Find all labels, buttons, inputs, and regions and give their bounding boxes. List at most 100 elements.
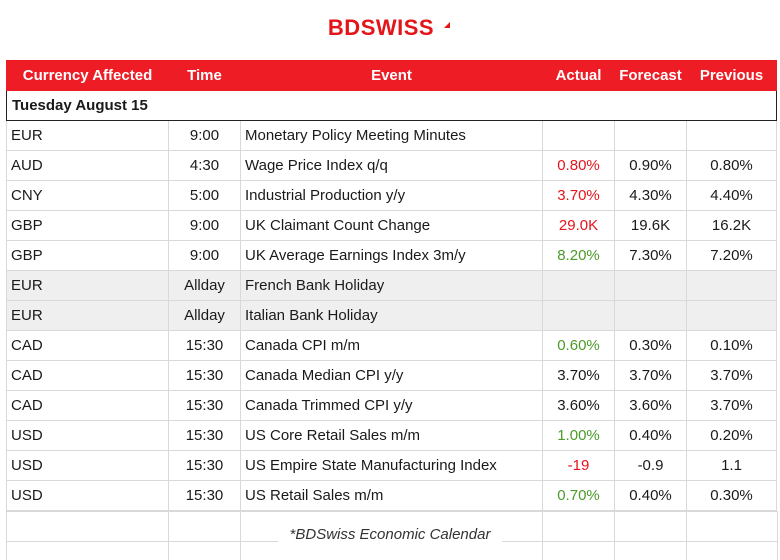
cell-time: Allday	[168, 270, 241, 301]
cell-actual: 0.60%	[542, 330, 615, 361]
cell-previous: 4.40%	[686, 180, 777, 211]
cell-previous: 7.20%	[686, 240, 777, 271]
cell-time: 9:00	[168, 240, 241, 271]
cell-time: 15:30	[168, 390, 241, 421]
header-previous: Previous	[686, 60, 777, 91]
cell-event: Wage Price Index q/q	[240, 150, 543, 181]
cell-forecast: 4.30%	[614, 180, 687, 211]
calendar-source-note: *BDSwiss Economic Calendar	[0, 526, 780, 543]
cell-actual: 3.70%	[542, 180, 615, 211]
cell-currency: USD	[6, 480, 169, 511]
cell-currency: CAD	[6, 330, 169, 361]
cell-event: Italian Bank Holiday	[240, 300, 543, 331]
cell-currency: USD	[6, 420, 169, 451]
cell-event: Industrial Production y/y	[240, 180, 543, 211]
cell-previous: 3.70%	[686, 360, 777, 391]
cell-forecast	[614, 120, 687, 151]
cell-previous: 0.20%	[686, 420, 777, 451]
cell-forecast	[614, 270, 687, 301]
cell-previous	[686, 300, 777, 331]
cell-currency: AUD	[6, 150, 169, 181]
cell-currency: GBP	[6, 240, 169, 271]
cell-forecast: 0.40%	[614, 420, 687, 451]
cell-actual: -19	[542, 450, 615, 481]
cell-time: 9:00	[168, 210, 241, 241]
cell-previous: 0.30%	[686, 480, 777, 511]
cell-currency: CNY	[6, 180, 169, 211]
cell-forecast: 0.30%	[614, 330, 687, 361]
cell-currency: CAD	[6, 390, 169, 421]
cell-time: 15:30	[168, 450, 241, 481]
cell-actual: 0.80%	[542, 150, 615, 181]
logo-arrow-icon	[438, 22, 451, 34]
table-row: USD 15:30 US Empire State Manufacturing In…	[6, 450, 777, 481]
table-row: CAD 15:30 Canada Median CPI y/y 3.70% 3.70% 3…	[6, 360, 777, 391]
cell-actual: 3.70%	[542, 360, 615, 391]
cell-previous: 0.10%	[686, 330, 777, 361]
cell-currency: EUR	[6, 270, 169, 301]
cell-forecast: 0.90%	[614, 150, 687, 181]
cell-previous: 16.2K	[686, 210, 777, 241]
brand-logo: BDSWISS	[0, 10, 780, 46]
cell-actual: 0.70%	[542, 480, 615, 511]
date-label: Tuesday August 15	[6, 90, 777, 121]
cell-actual: 8.20%	[542, 240, 615, 271]
cell-time: 4:30	[168, 150, 241, 181]
table-row: EUR 9:00 Monetary Policy Meeting Minutes	[6, 120, 777, 151]
cell-event: UK Claimant Count Change	[240, 210, 543, 241]
table-row: USD 15:30 US Core Retail Sales m/m 1.00% 0.4…	[6, 420, 777, 451]
cell-previous	[686, 120, 777, 151]
cell-time: 9:00	[168, 120, 241, 151]
cell-previous: 3.70%	[686, 390, 777, 421]
cell-time: 5:00	[168, 180, 241, 211]
cell-actual	[542, 120, 615, 151]
economic-calendar-table: Currency Affected Time Event Actual Fore…	[6, 60, 777, 511]
cell-actual: 1.00%	[542, 420, 615, 451]
cell-actual: 29.0K	[542, 210, 615, 241]
cell-currency: USD	[6, 450, 169, 481]
cell-previous: 1.1	[686, 450, 777, 481]
cell-time: 15:30	[168, 420, 241, 451]
cell-currency: EUR	[6, 300, 169, 331]
cell-actual	[542, 270, 615, 301]
cell-event: Canada CPI m/m	[240, 330, 543, 361]
table-row: USD 15:30 US Retail Sales m/m 0.70% 0.40% 0.3…	[6, 480, 777, 511]
header-actual: Actual	[542, 60, 615, 91]
cell-forecast: 0.40%	[614, 480, 687, 511]
cell-event: Monetary Policy Meeting Minutes	[240, 120, 543, 151]
cell-event: US Retail Sales m/m	[240, 480, 543, 511]
cell-actual: 3.60%	[542, 390, 615, 421]
table-row: CAD 15:30 Canada Trimmed CPI y/y 3.60% 3.60%…	[6, 390, 777, 421]
header-currency: Currency Affected	[6, 60, 169, 91]
table-row: GBP 9:00 UK Average Earnings Index 3m/y 8.2…	[6, 240, 777, 271]
header-time: Time	[168, 60, 241, 91]
date-row: Tuesday August 15	[6, 90, 777, 121]
cell-actual	[542, 300, 615, 331]
cell-currency: EUR	[6, 120, 169, 151]
cell-forecast: 3.70%	[614, 360, 687, 391]
logo-wordmark: BDSWISS	[327, 15, 435, 40]
cell-event: French Bank Holiday	[240, 270, 543, 301]
cell-currency: CAD	[6, 360, 169, 391]
table-header-row: Currency Affected Time Event Actual Fore…	[6, 60, 777, 91]
cell-time: Allday	[168, 300, 241, 331]
header-forecast: Forecast	[614, 60, 687, 91]
cell-forecast: 3.60%	[614, 390, 687, 421]
cell-forecast: -0.9	[614, 450, 687, 481]
table-row: AUD 4:30 Wage Price Index q/q 0.80% 0.90% 0.8…	[6, 150, 777, 181]
cell-event: US Core Retail Sales m/m	[240, 420, 543, 451]
cell-event: Canada Median CPI y/y	[240, 360, 543, 391]
cell-forecast	[614, 300, 687, 331]
table-row: CNY 5:00 Industrial Production y/y 3.70% 4.3…	[6, 180, 777, 211]
cell-time: 15:30	[168, 360, 241, 391]
table-row: CAD 15:30 Canada CPI m/m 0.60% 0.30% 0.10%	[6, 330, 777, 361]
table-row: EUR Allday French Bank Holiday	[6, 270, 777, 301]
table-row: EUR Allday Italian Bank Holiday	[6, 300, 777, 331]
cell-previous	[686, 270, 777, 301]
cell-previous: 0.80%	[686, 150, 777, 181]
cell-event: UK Average Earnings Index 3m/y	[240, 240, 543, 271]
cell-time: 15:30	[168, 480, 241, 511]
cell-forecast: 19.6K	[614, 210, 687, 241]
cell-currency: GBP	[6, 210, 169, 241]
table-row: GBP 9:00 UK Claimant Count Change 29.0K 19.6…	[6, 210, 777, 241]
